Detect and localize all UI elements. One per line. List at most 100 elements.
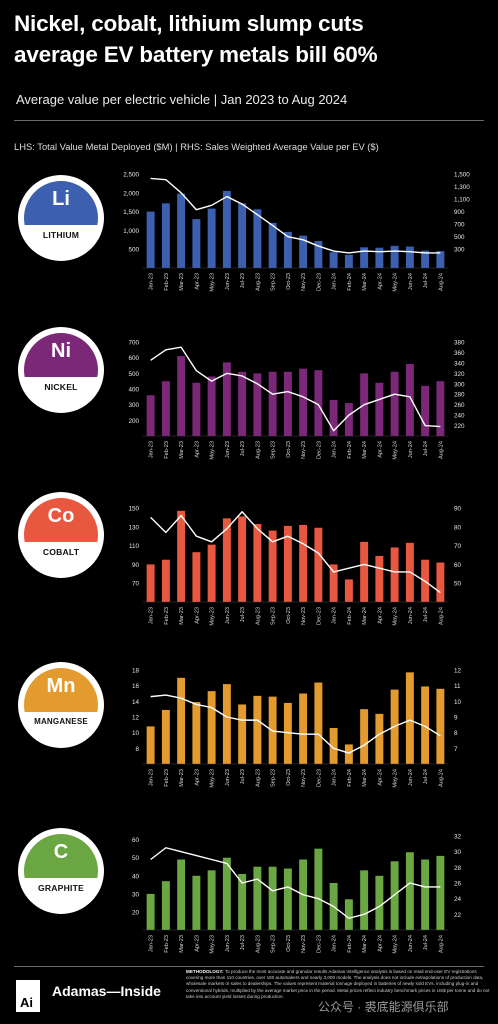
manganese-bar: [344, 744, 353, 764]
lithium-category-label: Mar-23: [179, 273, 185, 291]
nickel-category-label: Mar-24: [362, 441, 368, 459]
cobalt-bar: [238, 516, 247, 602]
lithium-bar: [421, 250, 430, 268]
nickel-bar: [421, 385, 430, 436]
nickel-category-label: Feb-23: [164, 441, 170, 459]
nickel-bar: [222, 362, 231, 436]
manganese-category-label: Feb-23: [164, 769, 170, 787]
graphite-bar: [314, 848, 323, 930]
graphite-bar: [375, 875, 384, 930]
cobalt-category-label: Dec-23: [316, 607, 322, 625]
badge-manganese-fill: [24, 668, 98, 712]
nickel-left-tick: 500: [128, 371, 139, 378]
manganese-bar: [375, 713, 384, 764]
manganese-category-label: May-23: [210, 769, 216, 788]
badge-nickel-fill: [24, 333, 98, 377]
cobalt-category-label: Oct-23: [286, 607, 292, 624]
graphite-category-label: Apr-24: [377, 935, 383, 952]
graphite-category-label: May-23: [210, 935, 216, 954]
watermark: 公众号 · 裘底能源俱乐部: [318, 1000, 449, 1014]
badge-cobalt-fill: [24, 498, 98, 542]
lithium-category-label: Jul-24: [423, 273, 429, 288]
lithium-right-tick: 1,500: [454, 172, 470, 179]
graphite-bar: [390, 861, 399, 930]
manganese-bar: [207, 691, 216, 764]
manganese-left-tick: 10: [132, 730, 140, 737]
graphite-category-label: Jun-23: [225, 935, 231, 952]
manganese-category-label: Jul-23: [240, 769, 246, 784]
graphite-left-tick: 30: [132, 891, 140, 898]
manganese-bar: [177, 677, 186, 764]
lithium-bar: [299, 235, 308, 268]
graphite-bar: [421, 859, 430, 930]
manganese-category-label: Jan-23: [149, 769, 155, 786]
title-line-1: Nickel, cobalt, lithium slump cuts: [14, 11, 364, 36]
nickel-category-label: Mar-23: [179, 441, 185, 459]
cobalt-bar: [390, 547, 399, 602]
nickel-category-label: Dec-23: [316, 441, 322, 459]
lithium-category-label: Aug-23: [255, 273, 261, 291]
cobalt-category-label: Jan-24: [332, 607, 338, 624]
manganese-category-label: Oct-23: [286, 769, 292, 786]
lithium-category-label: Feb-24: [347, 273, 353, 291]
graphite-bar: [177, 859, 186, 930]
nickel-category-label: May-23: [210, 441, 216, 460]
graphite-bar: [268, 866, 277, 930]
graphite-left-tick: 60: [132, 837, 140, 844]
graphite-bar: [222, 857, 231, 930]
lithium-category-label: Sep-23: [271, 273, 277, 291]
divider-top: [14, 120, 484, 121]
manganese-bar: [421, 686, 430, 764]
graphite-category-label: Feb-23: [164, 935, 170, 953]
lithium-bar: [405, 246, 414, 268]
graphite-right-tick: 28: [454, 865, 462, 872]
cobalt-left-tick: 70: [132, 581, 140, 588]
graphite-category-label: Aug-24: [438, 935, 444, 953]
nickel-category-label: Sep-23: [271, 441, 277, 459]
manganese-category-label: Mar-23: [179, 769, 185, 787]
lithium-bar: [161, 203, 170, 268]
nickel-bar: [405, 363, 414, 436]
cobalt-category-label: Jun-24: [408, 607, 414, 624]
graphite-category-label: Mar-24: [362, 935, 368, 953]
manganese-bar: [238, 704, 247, 764]
manganese-bar: [192, 702, 201, 764]
nickel-right-tick: 360: [454, 350, 465, 357]
manganese-bar: [436, 688, 445, 764]
graphite-bar: [360, 870, 369, 930]
adamas-logo-icon: Ai: [16, 980, 40, 1012]
badge-graphite-name: GRAPHITE: [37, 883, 84, 893]
panel-manganese: 18 16 14 12 10 8 12 11 10 9 8 7 Jan-23 Feb-23 Mar-23 Ap…: [110, 662, 498, 802]
lithium-bar: [238, 203, 247, 268]
nickel-category-label: Jul-24: [423, 441, 429, 456]
manganese-category-label: Apr-24: [377, 769, 383, 786]
cobalt-category-label: May-23: [210, 607, 216, 626]
cobalt-bar: [283, 525, 292, 602]
lithium-bar: [222, 190, 231, 268]
manganese-right-tick: 9: [454, 715, 458, 722]
lithium-bar: [360, 247, 369, 268]
manganese-bar: [360, 709, 369, 764]
nickel-left-tick: 400: [128, 387, 139, 394]
cobalt-category-label: Feb-23: [164, 607, 170, 625]
methodology-note: METHODOLOGY: To produce the most accurat…: [186, 969, 491, 1000]
nickel-right-tick: 240: [454, 413, 465, 420]
manganese-category-label: Jun-24: [408, 769, 414, 786]
lithium-bar: [375, 247, 384, 268]
nickel-bar: [375, 382, 384, 436]
badge-graphite-symbol: C: [53, 841, 69, 863]
manganese-category-label: Sep-23: [271, 769, 277, 787]
graphite-right-tick: 24: [454, 896, 462, 903]
cobalt-category-label: Mar-23: [179, 607, 185, 625]
cobalt-bar: [360, 541, 369, 602]
manganese-category-label: Jul-24: [423, 769, 429, 784]
lithium-right-tick: 300: [454, 247, 465, 254]
lithium-right-tick: 500: [454, 234, 465, 241]
graphite-category-label: Jul-23: [240, 935, 246, 950]
manganese-left-tick: 16: [132, 683, 140, 690]
badge-lithium-fill: [24, 181, 98, 225]
lithium-left-tick: 2,000: [123, 190, 139, 197]
lithium-category-label: May-23: [210, 273, 216, 292]
graphite-category-label: Oct-23: [286, 935, 292, 952]
nickel-bar: [329, 399, 338, 436]
